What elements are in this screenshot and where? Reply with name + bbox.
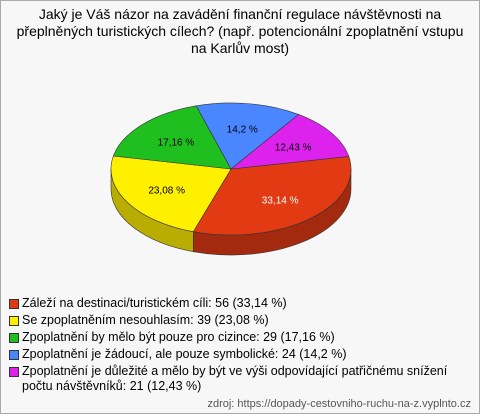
legend: Záleží na destinaci/turistickém cíli: 56… bbox=[9, 296, 447, 396]
legend-item: Zpoplatnění je důležité a mělo by být ve… bbox=[9, 364, 452, 394]
slice-label: 33,14 % bbox=[262, 196, 299, 207]
source: zdroj: https://dopady-cestovniho-ruchu-n… bbox=[207, 398, 471, 410]
slice-label: 17,16 % bbox=[158, 137, 195, 148]
slice-label: 12,43 % bbox=[275, 142, 312, 153]
slice bbox=[110, 155, 232, 232]
slice bbox=[230, 114, 350, 170]
legend-label: Záleží na destinaci/turistickém cíli: 56… bbox=[22, 296, 287, 310]
slice-label: 23,08 % bbox=[148, 186, 185, 197]
legend-swatch bbox=[9, 367, 19, 377]
legend-item: Se zpoplatněním nesouhlasím: 39 (23,08 %… bbox=[9, 313, 462, 328]
legend-item: Záleží na destinaci/turistickém cíli: 56… bbox=[9, 296, 462, 311]
legend-label: Se zpoplatněním nesouhlasím: 39 (23,08 %… bbox=[22, 313, 269, 327]
legend-label: Zpoplatnění je žádoucí, ale pouze symbol… bbox=[22, 347, 347, 361]
legend-label: Zpoplatnění je důležité a mělo by být ve… bbox=[22, 364, 448, 393]
legend-swatch bbox=[9, 333, 19, 343]
slice bbox=[192, 156, 352, 236]
legend-item: Zpoplatnění je žádoucí, ale pouze symbol… bbox=[9, 347, 462, 362]
legend-item: Zpoplatnění by mělo být pouze pro cizinc… bbox=[9, 330, 462, 345]
chart-title: Jaký je Váš názor na zavádění finanční r… bbox=[16, 6, 464, 56]
legend-swatch bbox=[9, 350, 19, 360]
legend-label: Zpoplatnění by mělo být pouze pro cizinc… bbox=[22, 330, 335, 344]
slice bbox=[195, 102, 300, 170]
legend-swatch bbox=[9, 299, 19, 309]
slice bbox=[112, 105, 232, 170]
pie-area: 33,14 % 23,08 % 17,16 % 14,2 % 12,43 % bbox=[110, 102, 352, 256]
slice-label: 14,2 % bbox=[227, 125, 258, 136]
legend-swatch bbox=[9, 316, 19, 326]
